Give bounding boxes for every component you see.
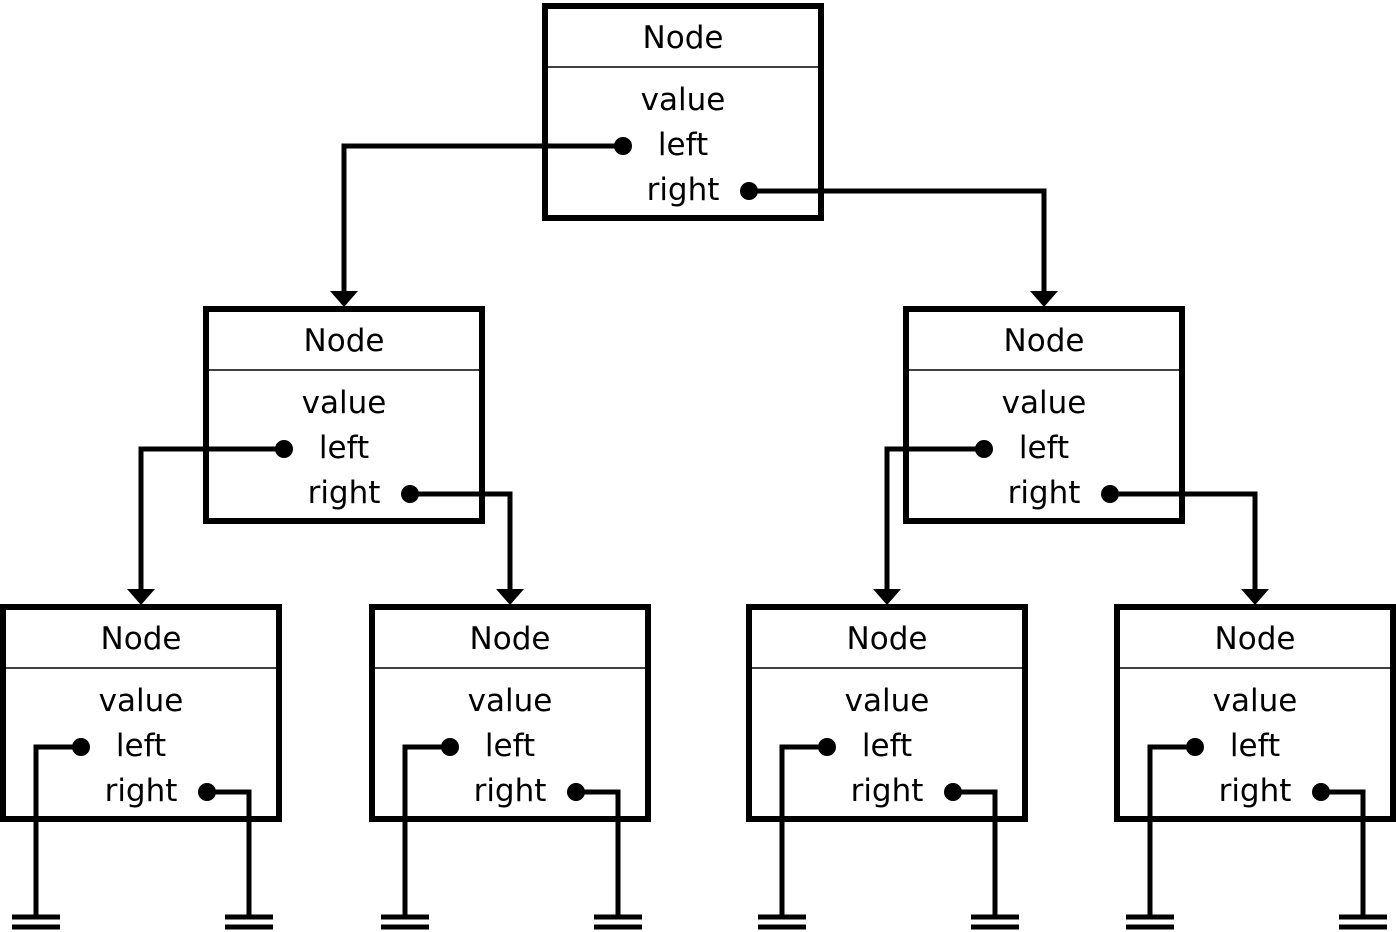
- left-pointer-root: [341, 143, 623, 293]
- right-pointer-right-child: [1110, 491, 1258, 591]
- node-title: Node: [470, 621, 551, 657]
- left-null-pointer-right-left-leaf: [779, 744, 827, 915]
- null-ground-icon: [225, 914, 273, 930]
- field-left-label: left: [1019, 430, 1069, 466]
- right-null-pointer-right-left-leaf: [953, 789, 998, 915]
- arrowhead-icon: [873, 589, 901, 605]
- node-title: Node: [101, 621, 182, 657]
- right-pointer-dot: [401, 485, 419, 503]
- arrowhead-icon: [127, 589, 155, 605]
- field-left-label: left: [862, 728, 912, 764]
- right-null-pointer-left-left-leaf: [207, 789, 252, 915]
- node-root: Node value left right: [542, 3, 824, 221]
- right-pointer-dot: [198, 783, 216, 801]
- node-right-child: Node value left right: [903, 306, 1185, 524]
- right-pointer-dot: [944, 783, 962, 801]
- arrowhead-icon: [1030, 291, 1058, 307]
- left-pointer-dot: [275, 440, 293, 458]
- node-box: [1114, 604, 1396, 822]
- node-right-left-leaf: Node value left right: [746, 604, 1028, 822]
- node-title: Node: [847, 621, 928, 657]
- node-box: [903, 306, 1185, 524]
- field-left-label: left: [319, 430, 369, 466]
- node-left-child: Node value left right: [203, 306, 485, 524]
- left-null-pointer-left-left-leaf: [33, 744, 81, 915]
- field-left-label: left: [116, 728, 166, 764]
- null-ground-icon: [1339, 914, 1387, 930]
- node-right-right-leaf: Node value left right: [1114, 604, 1396, 822]
- node-title: Node: [643, 20, 724, 56]
- field-value-label: value: [99, 683, 184, 719]
- null-ground-icon: [971, 914, 1019, 930]
- field-right-label: right: [647, 172, 720, 208]
- node-box: [203, 306, 485, 524]
- arrowhead-icon: [496, 589, 524, 605]
- left-pointer-dot: [72, 738, 90, 756]
- right-pointer-dot: [740, 182, 758, 200]
- field-value-label: value: [845, 683, 930, 719]
- node-box: [746, 604, 1028, 822]
- null-ground-icon: [1126, 914, 1174, 930]
- arrowhead-icon: [330, 291, 358, 307]
- right-null-pointer-right-right-leaf: [1321, 789, 1366, 915]
- null-ground-icon: [594, 914, 642, 930]
- left-pointer-dot: [975, 440, 993, 458]
- left-pointer-dot: [441, 738, 459, 756]
- right-pointer-dot: [1101, 485, 1119, 503]
- node-left-right-leaf: Node value left right: [369, 604, 651, 822]
- field-value-label: value: [468, 683, 553, 719]
- field-right-label: right: [105, 773, 178, 809]
- null-ground-icon: [381, 914, 429, 930]
- left-pointer-dot: [614, 137, 632, 155]
- right-pointer-left-child: [410, 491, 513, 591]
- left-pointer-dot: [1186, 738, 1204, 756]
- field-value-label: value: [1213, 683, 1298, 719]
- field-right-label: right: [474, 773, 547, 809]
- right-pointer-dot: [1312, 783, 1330, 801]
- null-ground-icon: [12, 914, 60, 930]
- node-left-left-leaf: Node value left right: [0, 604, 282, 822]
- field-value-label: value: [302, 385, 387, 421]
- node-title: Node: [1215, 621, 1296, 657]
- pointer-connectors: [12, 137, 1387, 930]
- tree-nodes: NodevalueleftrightNodevalueleftrightNode…: [0, 3, 1396, 822]
- node-title: Node: [304, 323, 385, 359]
- node-title: Node: [1004, 323, 1085, 359]
- right-null-pointer-left-right-leaf: [576, 789, 621, 915]
- field-right-label: right: [308, 475, 381, 511]
- node-box: [369, 604, 651, 822]
- field-right-label: right: [851, 773, 924, 809]
- field-left-label: left: [1230, 728, 1280, 764]
- arrowhead-icon: [1241, 589, 1269, 605]
- node-box: [0, 604, 282, 822]
- null-ground-icon: [758, 914, 806, 930]
- field-left-label: left: [485, 728, 535, 764]
- left-null-pointer-left-right-leaf: [402, 744, 450, 915]
- field-left-label: left: [658, 127, 708, 163]
- right-pointer-dot: [567, 783, 585, 801]
- left-pointer-right-child: [884, 446, 984, 591]
- left-null-pointer-right-right-leaf: [1147, 744, 1195, 915]
- right-pointer-root: [749, 188, 1047, 293]
- field-value-label: value: [641, 82, 726, 118]
- left-pointer-dot: [818, 738, 836, 756]
- node-box: [542, 3, 824, 221]
- left-pointer-left-child: [138, 446, 284, 591]
- field-value-label: value: [1002, 385, 1087, 421]
- field-right-label: right: [1219, 773, 1292, 809]
- field-right-label: right: [1008, 475, 1081, 511]
